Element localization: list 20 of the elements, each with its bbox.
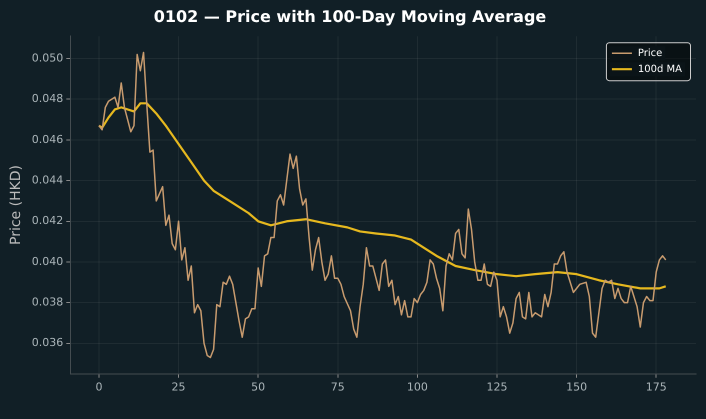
x-tick-label: 25 bbox=[172, 380, 186, 394]
y-tick-label: 0.046 bbox=[32, 132, 64, 146]
y-axis-title: Price (HKD) bbox=[8, 164, 24, 246]
x-tick-label: 50 bbox=[251, 380, 266, 394]
y-tick-label: 0.050 bbox=[32, 51, 64, 64]
y-tick-label: 0.048 bbox=[32, 92, 64, 106]
y-tick-label: 0.038 bbox=[32, 295, 64, 308]
x-tick-label: 175 bbox=[646, 380, 667, 394]
y-tick-label: 0.040 bbox=[32, 254, 64, 268]
legend-label: Price bbox=[638, 48, 662, 59]
legend-label: 100d MA bbox=[638, 64, 682, 75]
chart-title: 0102 — Price with 100-Day Moving Average bbox=[154, 6, 546, 26]
x-tick-label: 75 bbox=[330, 380, 345, 394]
y-tick-label: 0.036 bbox=[32, 336, 64, 350]
x-tick-label: 0 bbox=[95, 380, 102, 394]
y-tick-label: 0.042 bbox=[32, 214, 64, 228]
y-tick-label: 0.044 bbox=[32, 173, 64, 186]
x-tick-label: 150 bbox=[566, 380, 588, 394]
x-tick-label: 100 bbox=[406, 380, 428, 394]
x-tick-label: 125 bbox=[486, 380, 508, 394]
